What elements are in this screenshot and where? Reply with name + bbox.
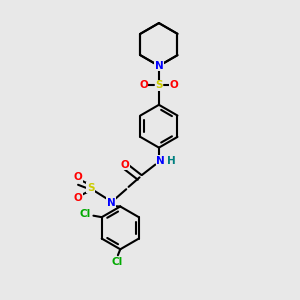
Text: O: O — [170, 80, 179, 90]
Text: N: N — [154, 61, 163, 71]
Text: Cl: Cl — [80, 209, 91, 219]
Text: N: N — [107, 198, 116, 208]
Text: S: S — [87, 183, 94, 193]
Text: Cl: Cl — [112, 257, 123, 267]
Text: O: O — [139, 80, 148, 90]
Text: N: N — [156, 156, 165, 166]
Text: O: O — [74, 193, 82, 203]
Text: H: H — [167, 156, 176, 166]
Text: O: O — [120, 160, 129, 170]
Text: S: S — [155, 80, 163, 90]
Text: O: O — [74, 172, 82, 182]
